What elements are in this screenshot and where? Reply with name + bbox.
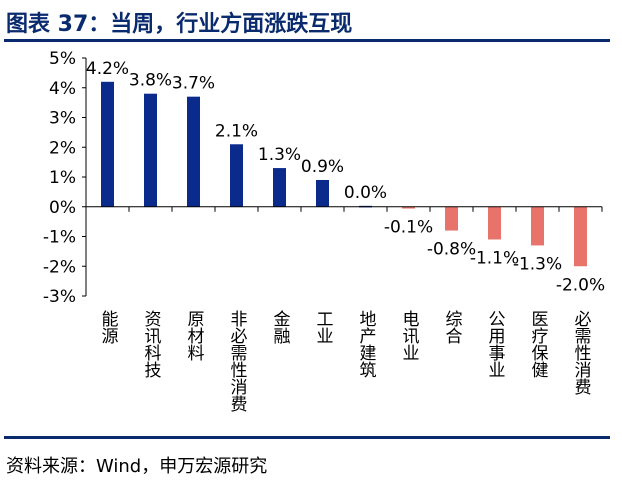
title-divider: [4, 39, 610, 42]
bar-工业: [316, 179, 329, 207]
bar-必需性消费: [574, 206, 587, 267]
category-label: 工业: [313, 310, 334, 344]
bar-金融: [273, 168, 286, 207]
bar-chart: 5% 4% 3% 2% 1% 0% -1% -2% -3% 4.2%3.8% 3.7% 2.1%1.…: [43, 49, 605, 412]
y-tick-label: -1%: [43, 228, 76, 248]
category-label: 资讯科技: [141, 310, 162, 379]
y-tick-label: 4%: [49, 79, 76, 99]
value-labels: 4.2%3.8% 3.7%2.1%1.3%0.9%0.0%-0.1%-0.8%-1…: [86, 59, 605, 295]
y-tick-label: -2%: [43, 257, 76, 277]
y-tick-label: 3%: [49, 109, 76, 129]
bar-公用事业: [488, 206, 501, 240]
value-label: 0.9%: [301, 157, 344, 177]
category-label: 金融: [270, 310, 291, 345]
value-label: -0.1%: [384, 218, 433, 238]
value-label: 1.3%: [258, 145, 301, 165]
value-label: 4.2%: [86, 59, 129, 79]
y-axis: 5% 4% 3% 2% 1% 0% -1% -2% -3%: [43, 49, 87, 307]
category-label: 必需性消费: [571, 310, 592, 395]
value-label: -1.1%: [470, 248, 519, 268]
value-label: 0.0%: [344, 183, 387, 203]
chart-title: 图表 37：当周，行业方面涨跌互现: [6, 12, 353, 37]
value-label: 3.7%: [172, 74, 215, 94]
y-tick-label: -3%: [43, 287, 76, 307]
category-label: 电讯业: [399, 310, 420, 361]
y-tick-label: 0%: [49, 198, 76, 218]
bar-综合: [445, 206, 458, 231]
value-label: 2.1%: [215, 121, 258, 141]
x-axis-labels: 能源 资讯科技 原材料 非必需性消费 金融 工业 地产建筑 电讯业 综合 公用事业 医疗保健 必需性消…: [98, 310, 592, 412]
value-label: -2.0%: [556, 275, 605, 295]
bar-医疗保健: [531, 206, 544, 246]
y-tick-label: 1%: [49, 168, 76, 188]
bar-能源: [101, 81, 114, 207]
y-tick-label: 2%: [49, 138, 76, 158]
value-label: -0.8%: [427, 240, 476, 260]
category-label: 非必需性消费: [227, 310, 248, 412]
value-label: 3.8%: [129, 71, 172, 91]
bar-资讯科技: [144, 93, 157, 207]
category-label: 公用事业: [485, 310, 506, 378]
source-note: 资料来源：Wind，申万宏源研究: [6, 456, 268, 477]
footer-divider: [4, 436, 610, 439]
category-label: 医疗保健: [528, 310, 549, 378]
bar-series: [101, 81, 587, 267]
bar-电讯业: [402, 206, 415, 209]
bar-原材料: [187, 96, 200, 207]
category-label: 地产建筑: [356, 310, 377, 378]
value-label: -1.3%: [513, 254, 562, 274]
category-label: 原材料: [184, 310, 205, 361]
category-label: 综合: [442, 310, 463, 344]
y-tick-label: 5%: [49, 49, 76, 69]
category-label: 能源: [98, 310, 119, 345]
zero-line-group: [86, 206, 603, 212]
bar-非必需性消费: [230, 144, 243, 207]
